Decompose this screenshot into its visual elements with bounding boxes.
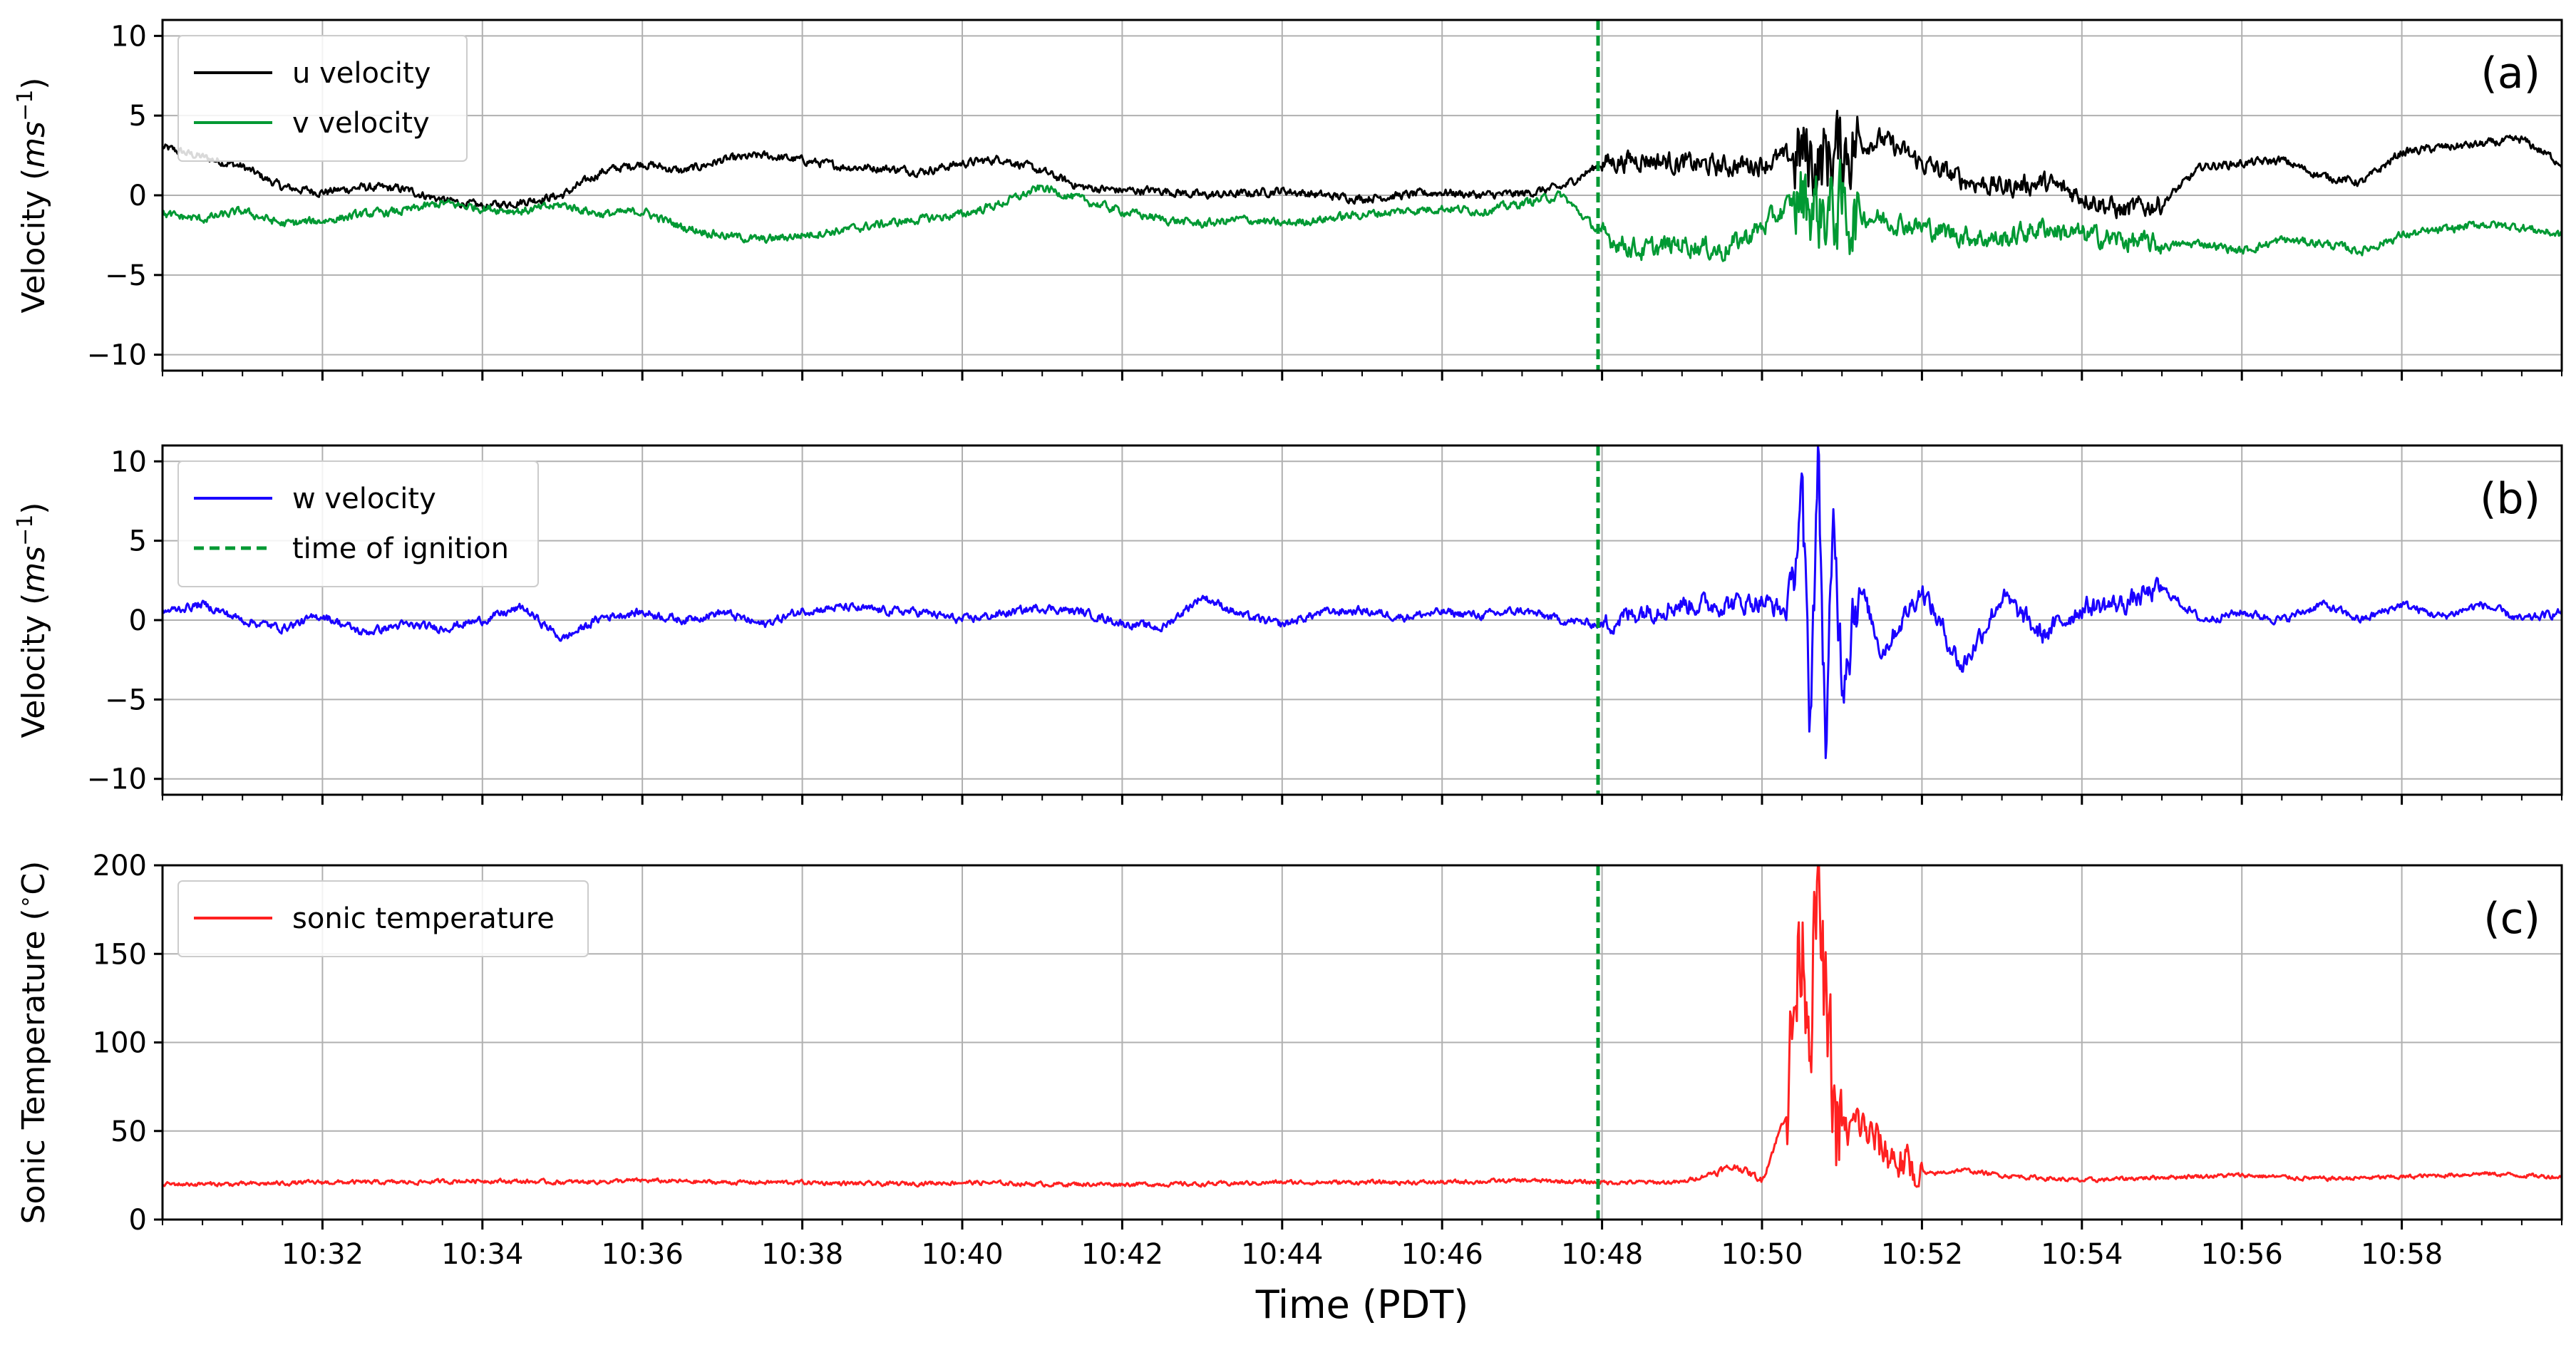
legend-label-sonic-temperature: sonic temperature xyxy=(292,902,555,935)
y-tick-label-b-1: 5 xyxy=(129,525,147,558)
series-layer-b xyxy=(161,444,2563,759)
panel-a: 10 5 0 −5 −10 Velocity (ms−1) (a) u velocity… xyxy=(13,19,2563,381)
x-ticks-a xyxy=(162,371,2562,381)
x-tick-label-9: 10:50 xyxy=(1721,1238,1803,1271)
y-tick-label-a-2: 0 xyxy=(129,180,147,212)
x-tick-label-1: 10:34 xyxy=(441,1238,523,1271)
y-tick-label-a-1: 5 xyxy=(129,100,147,133)
x-tick-label-4: 10:40 xyxy=(921,1238,1003,1271)
legend-box-c xyxy=(177,880,589,957)
legend-label-w-velocity: w velocity xyxy=(292,483,436,515)
y-ticks-a: 10 5 0 −5 −10 xyxy=(87,20,163,372)
x-ticks-c xyxy=(162,1220,2562,1230)
panel-tag-b: (b) xyxy=(2480,474,2540,524)
y-axis-label-b: Velocity (ms−1) xyxy=(13,503,53,738)
grid-a xyxy=(163,20,2562,371)
panel-tag-c: (c) xyxy=(2483,894,2540,944)
y-tick-label-a-0: 10 xyxy=(110,20,147,53)
x-tick-label-2: 10:36 xyxy=(602,1238,684,1271)
series-layer-c xyxy=(161,864,2563,1188)
y-axis-label-a: Velocity (ms−1) xyxy=(13,78,53,314)
x-tick-label-8: 10:48 xyxy=(1561,1238,1643,1271)
y-tick-label-c-1: 150 xyxy=(93,938,147,971)
y-tick-label-c-4: 0 xyxy=(129,1204,147,1237)
series-line-w-velocity xyxy=(161,444,2563,759)
y-tick-label-b-3: −5 xyxy=(105,684,147,716)
series-line-u-velocity xyxy=(161,110,2563,220)
y-tick-label-a-3: −5 xyxy=(105,259,147,292)
legend-box-a xyxy=(177,35,468,162)
series-line-sonic-temperature xyxy=(161,864,2563,1188)
legend-a: u velocity v velocity xyxy=(177,35,468,162)
legend-c: sonic temperature xyxy=(177,880,589,957)
x-tick-label-10: 10:52 xyxy=(1881,1238,1963,1271)
panel-tag-a: (a) xyxy=(2480,48,2540,98)
y-ticks-c: 200 150 100 50 0 xyxy=(93,850,163,1237)
legend-box-b xyxy=(177,460,539,587)
legend-label-time-of-ignition: time of ignition xyxy=(292,532,509,565)
x-tick-label-0: 10:32 xyxy=(282,1238,364,1271)
y-tick-label-c-0: 200 xyxy=(93,850,147,882)
x-tick-label-6: 10:44 xyxy=(1241,1238,1323,1271)
legend-label-u-velocity: u velocity xyxy=(292,57,431,90)
y-tick-label-b-0: 10 xyxy=(110,445,147,478)
x-tick-label-13: 10:58 xyxy=(2361,1238,2443,1271)
y-tick-label-b-4: −10 xyxy=(87,763,147,796)
x-axis-label: Time (PDT) xyxy=(1255,1282,1469,1327)
panel-b: 10 5 0 −5 −10 Velocity (ms−1) (b) w velocity… xyxy=(13,444,2563,805)
y-axis-label-c: Sonic Temperature (∘C) xyxy=(13,861,53,1225)
x-tick-label-7: 10:46 xyxy=(1401,1238,1483,1271)
series-layer-a xyxy=(161,110,2563,262)
series-line-v-velocity xyxy=(161,158,2563,262)
x-tick-label-12: 10:56 xyxy=(2201,1238,2283,1271)
grid-b xyxy=(163,445,2562,795)
y-tick-label-b-2: 0 xyxy=(129,604,147,637)
legend-label-v-velocity: v velocity xyxy=(292,107,430,140)
y-tick-label-a-4: −10 xyxy=(87,339,147,372)
x-tick-label-3: 10:38 xyxy=(761,1238,843,1271)
x-tick-label-5: 10:42 xyxy=(1081,1238,1163,1271)
y-ticks-b: 10 5 0 −5 −10 xyxy=(87,445,163,796)
y-tick-label-c-2: 100 xyxy=(93,1027,147,1060)
x-ticks-b xyxy=(162,795,2562,805)
x-tick-label-11: 10:54 xyxy=(2041,1238,2123,1271)
y-tick-label-c-3: 50 xyxy=(110,1115,147,1148)
legend-b: w velocity time of ignition xyxy=(177,460,539,587)
x-tick-labels: 10:32 10:34 10:36 10:38 10:40 10:42 10:44 10:46… xyxy=(282,1238,2443,1271)
